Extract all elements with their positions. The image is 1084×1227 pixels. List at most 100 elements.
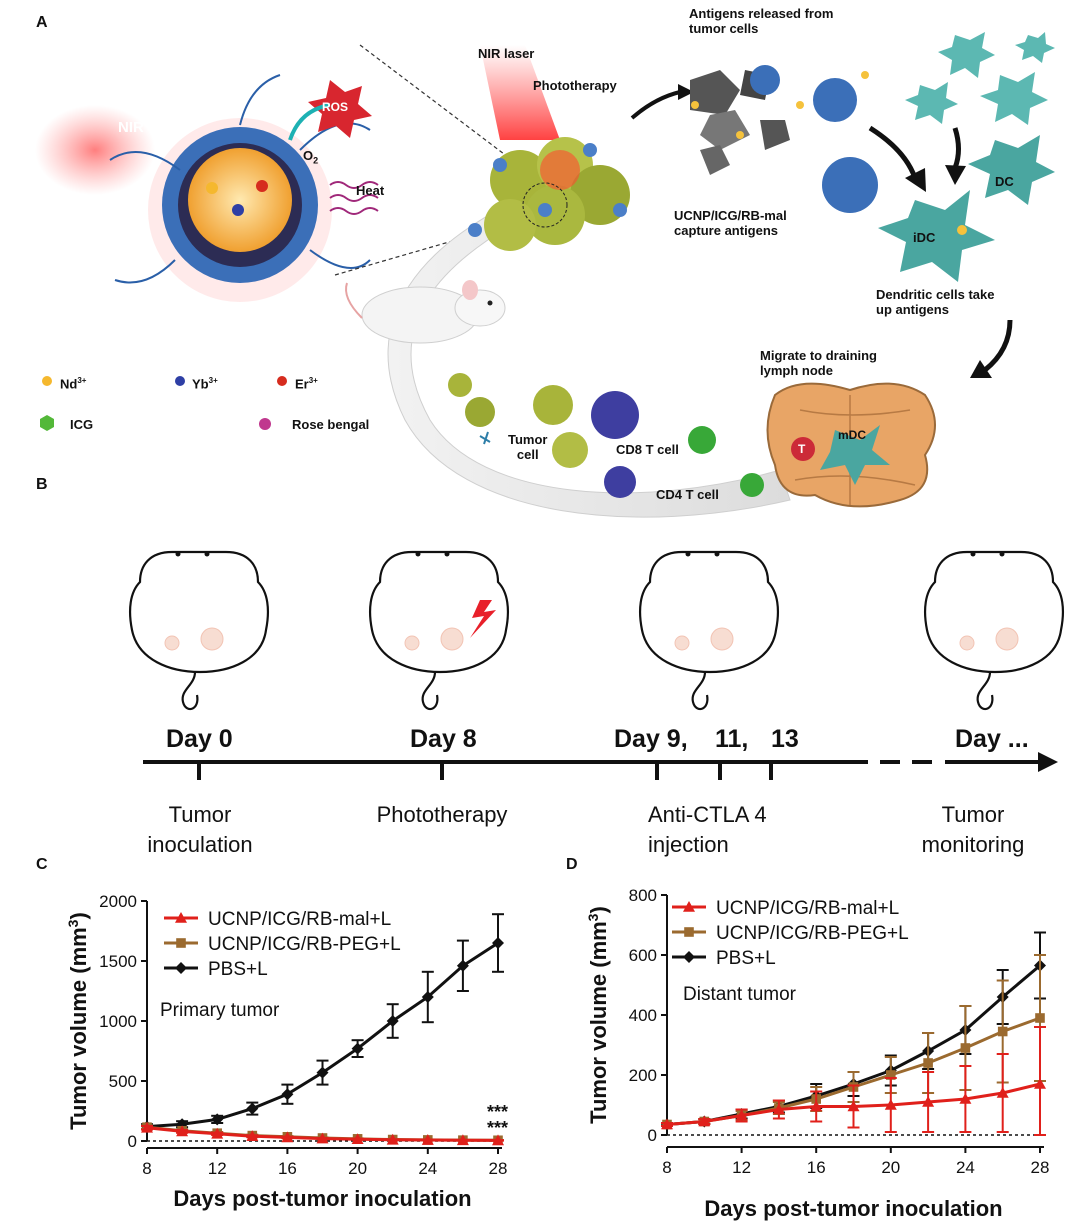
legend-label: UCNP/ICG/RB-PEG+L	[716, 923, 909, 944]
antigen-debris	[690, 65, 878, 213]
data-point	[316, 1132, 329, 1144]
day8-label: Day 8	[410, 725, 477, 753]
y-axis-label: Tumor volume (mm3)	[65, 912, 91, 1130]
dayn-label: Day ...	[955, 725, 1029, 753]
day13-label: 13	[771, 725, 799, 753]
legend-label: PBS+L	[208, 959, 268, 980]
x-tick-label: 12	[208, 1159, 227, 1178]
annotation: Primary tumor	[160, 1000, 280, 1021]
legend-icg: ICG	[70, 417, 94, 432]
data-point	[996, 1087, 1009, 1098]
nir-laser-label: NIR laser	[478, 46, 535, 61]
legend-rose-bengal: Rose bengal	[292, 417, 370, 432]
y-axis-label: Tumor volume (mm3)	[585, 906, 611, 1124]
legend-marker	[683, 951, 695, 963]
data-point	[421, 991, 434, 1003]
y-tick-label: 0	[128, 1132, 137, 1151]
cd4-label: CD4 T cell	[656, 487, 719, 502]
legend-marker	[175, 912, 187, 923]
caption-tumor-monitoring: Tumor monitoring	[921, 802, 1025, 857]
series-UCNP/ICG/RB-mal+L	[661, 1026, 1046, 1136]
x-tick-label: 20	[348, 1159, 367, 1178]
caption-anti-ctla4: Anti-CTLA 4 injection	[648, 802, 767, 857]
o2-label: O2	[303, 148, 319, 166]
data-point	[1034, 1078, 1046, 1089]
data-point	[246, 1130, 259, 1141]
mouse-illustration	[345, 280, 506, 344]
timeline-arrowhead	[1038, 752, 1058, 772]
legend-nd: Nd3+	[60, 376, 87, 392]
data-point	[847, 1100, 860, 1112]
dendritic-cells	[878, 32, 1055, 282]
data-point	[176, 1125, 189, 1137]
legend-label: PBS+L	[716, 948, 776, 969]
mdc-cell	[820, 425, 890, 485]
significance-marker: ***	[487, 1118, 508, 1138]
data-point	[281, 1131, 294, 1143]
data-point	[886, 1070, 896, 1080]
data-point	[922, 1096, 935, 1107]
mouse-1	[129, 550, 269, 711]
data-point	[492, 1134, 504, 1146]
legend-item: PBS+L	[672, 948, 776, 969]
mouse-2	[369, 550, 509, 711]
data-point	[316, 1066, 329, 1079]
nir-glow	[35, 105, 155, 195]
legend-er: Er3+	[295, 376, 318, 392]
data-point	[698, 1115, 711, 1127]
t-cell-ln	[791, 437, 815, 461]
data-point	[281, 1088, 294, 1101]
data-point	[997, 1026, 1008, 1037]
caption-tumor-inoculation: Tumor inoculation	[147, 802, 253, 857]
y-tick-label: 1500	[99, 952, 137, 971]
dc-label: DC	[995, 174, 1014, 189]
x-tick-label: 24	[418, 1159, 437, 1178]
tumor-cell-label: Tumor cell	[508, 432, 548, 462]
data-point	[772, 1103, 785, 1115]
y-tick-label: 500	[109, 1072, 137, 1091]
data-point	[211, 1113, 224, 1126]
x-tick-label: 28	[489, 1159, 508, 1178]
x-tick-label: 24	[956, 1158, 975, 1177]
timeline-diagram	[129, 550, 1064, 780]
caption-phototherapy: Phototherapy	[376, 802, 508, 827]
rose-bengal-marker	[259, 418, 271, 430]
schematic-illustration	[35, 32, 1055, 518]
series-line	[146, 941, 499, 1129]
yb-marker	[175, 376, 185, 386]
laser-bolt-icon	[470, 600, 496, 638]
data-point	[456, 1134, 469, 1146]
y-tick-label: 200	[629, 1066, 657, 1085]
dendritic-label: Dendritic cells take up antigens	[876, 287, 995, 317]
data-point	[923, 1058, 933, 1068]
y-tick-label: 2000	[99, 892, 137, 911]
data-point	[810, 1100, 823, 1112]
significance-marker: ***	[487, 1102, 508, 1122]
mouse-3	[639, 550, 779, 711]
data-point	[884, 1099, 897, 1110]
nir-label: NIR	[118, 119, 144, 136]
cd8-label: CD8 T cell	[616, 442, 679, 457]
y-tick-label: 400	[629, 1006, 657, 1025]
mdc-label: mDC	[838, 428, 867, 442]
ros-burst	[308, 80, 372, 138]
data-point	[492, 937, 504, 949]
day9-label: Day 9,	[614, 725, 688, 753]
legend-marker	[176, 938, 186, 948]
legend-marker	[684, 927, 694, 937]
data-point	[959, 1093, 972, 1104]
legend-yb: Yb3+	[192, 376, 218, 392]
day0-label: Day 0	[166, 725, 233, 753]
legend-marker	[175, 962, 187, 974]
chart-distant-tumor: 0 200 400 600 800 8 12 16 20 24 28 Days post-tumor …	[585, 886, 1049, 1221]
panel-label-b: B	[36, 476, 48, 493]
x-axis-label: Days post-tumor inoculation	[704, 1196, 1002, 1221]
heat-label: Heat	[356, 183, 385, 198]
legend-item: UCNP/ICG/RB-PEG+L	[672, 923, 909, 944]
ros-label: ROS	[322, 100, 349, 114]
x-tick-label: 16	[278, 1159, 297, 1178]
x-tick-label: 20	[881, 1158, 900, 1177]
x-tick-label: 8	[662, 1158, 671, 1177]
data-point	[661, 1118, 673, 1130]
core	[188, 148, 292, 252]
